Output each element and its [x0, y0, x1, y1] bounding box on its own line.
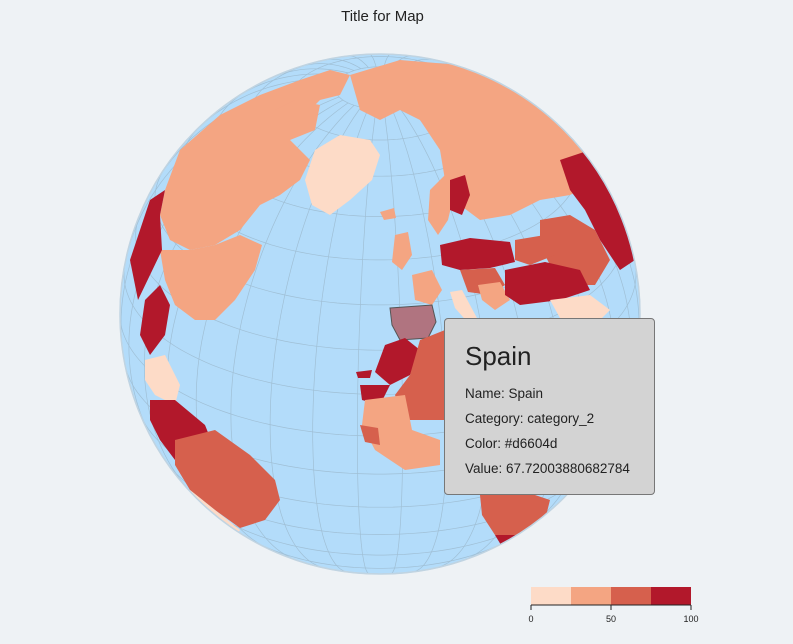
- legend-tick-label: 0: [528, 614, 533, 624]
- tooltip-value: 67.72003880682784: [506, 461, 630, 476]
- tooltip-color-row: Color: #d6604d: [465, 436, 654, 451]
- tooltip-name-label: Name:: [465, 386, 505, 401]
- region-france: [412, 270, 442, 305]
- region-usa: [160, 235, 262, 320]
- region-west-africa-coast: [360, 425, 380, 445]
- tooltip-category-label: Category:: [465, 411, 524, 426]
- region-south-africa: [495, 535, 540, 560]
- legend-swatch: [531, 587, 571, 605]
- region-canada-islands: [270, 100, 320, 140]
- map-title: Title for Map: [341, 8, 424, 25]
- region-greenland: [305, 135, 380, 215]
- tooltip-category-row: Category: category_2: [465, 411, 654, 426]
- region-iceland: [380, 208, 396, 220]
- graticule-line: [253, 540, 507, 569]
- region-west-africa: [362, 395, 440, 470]
- region-balkans: [478, 282, 510, 310]
- region-germany-poland: [440, 238, 515, 270]
- region-spain: [389, 304, 437, 341]
- region-ukraine: [515, 235, 555, 265]
- region-norway: [428, 175, 455, 235]
- graticule-line: [135, 213, 625, 351]
- legend-swatch: [651, 587, 691, 605]
- tooltip-category: category_2: [527, 411, 595, 426]
- region-mexico: [140, 285, 170, 355]
- region-middle-east: [550, 295, 610, 320]
- legend-tick-label: 50: [606, 614, 616, 624]
- tooltip-value-row: Value: 67.72003880682784: [465, 461, 654, 476]
- region-morocco: [375, 338, 420, 385]
- region-canary: [356, 370, 372, 378]
- region-turkey: [505, 262, 590, 305]
- region-uk: [392, 232, 412, 270]
- tooltip-value-label: Value:: [465, 461, 503, 476]
- legend-swatch: [571, 587, 611, 605]
- region-italy: [450, 290, 478, 325]
- country-tooltip: Spain Name: Spain Category: category_2 C…: [444, 318, 655, 495]
- tooltip-color: #d6604d: [504, 436, 558, 451]
- legend-swatch: [611, 587, 651, 605]
- tooltip-heading: Spain: [465, 341, 532, 371]
- region-brazil: [175, 430, 280, 528]
- legend-tick-label: 100: [683, 614, 698, 624]
- region-central-america: [145, 355, 180, 405]
- tooltip-color-label: Color:: [465, 436, 502, 451]
- region-north-africa: [395, 330, 445, 420]
- region-east-asia: [560, 150, 635, 270]
- tooltip-name-row: Name: Spain: [465, 386, 654, 401]
- color-legend: 0 50 100: [528, 587, 699, 624]
- tooltip-name: Spain: [508, 386, 544, 401]
- region-finland: [450, 175, 470, 215]
- region-alaska: [130, 190, 165, 300]
